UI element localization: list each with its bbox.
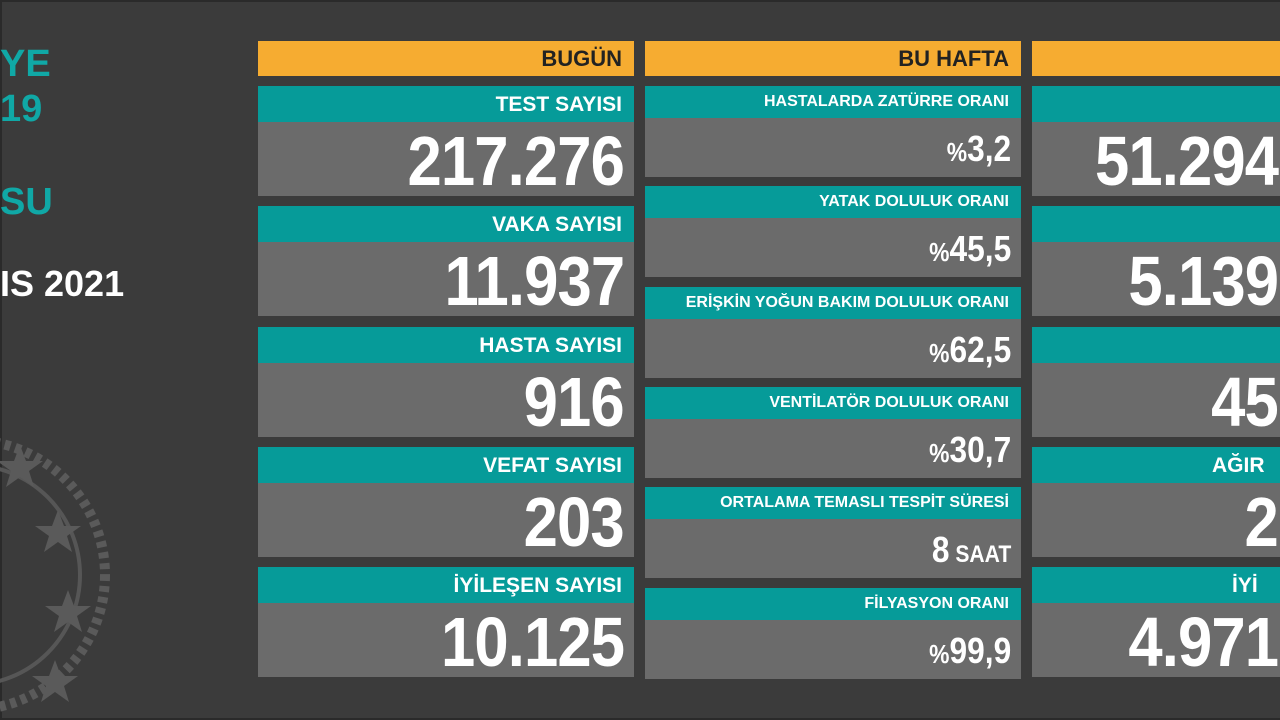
stat-label: VEFAT SAYISI [258,447,634,483]
stat-label: VAKA SAYISI [258,206,634,242]
total-card: 51.294 [1032,86,1280,200]
rate-value: 8 [931,529,950,570]
title-line-3: SU [0,181,53,223]
total-label: AĞIR [1032,447,1280,483]
rate-prefix: % [946,137,967,167]
rate-label: VENTİLATÖR DOLULUK ORANI [645,387,1021,419]
total-card: İYİ 4.971 [1032,567,1280,681]
rate-label: ORTALAMA TEMASLI TESPİT SÜRESİ [645,487,1021,519]
stat-value: 10.125 [440,603,625,681]
rate-label: FİLYASYON ORANI [645,588,1021,620]
rate-value: 30,7 [949,429,1011,470]
star-icon [35,510,81,552]
total-card: 5.139 [1032,206,1280,320]
rate-value: 62,5 [949,329,1011,370]
star-icon [45,590,91,632]
total-label [1032,206,1280,242]
stat-card-recovered: İYİLEŞEN SAYISI 10.125 [258,567,634,681]
week-header: BU HAFTA [645,41,1021,76]
total-label [1032,86,1280,122]
total-value: 45 [1211,363,1279,441]
rate-card: ORTALAMA TEMASLI TESPİT SÜRESİ 8 SAAT [645,487,1021,578]
star-icon [32,660,78,702]
stat-value: 916 [523,363,625,441]
total-value: 2 [1244,483,1279,561]
rate-prefix: % [928,639,950,669]
today-header: BUGÜN [258,41,634,76]
rate-prefix: % [928,338,950,368]
rate-card: FİLYASYON ORANI %99,9 [645,588,1021,679]
stat-card-deaths: VEFAT SAYISI 203 [258,447,634,561]
title-line-1: YE [0,43,51,85]
total-value: 51.294 [1094,122,1279,200]
rate-label: ERİŞKİN YOĞUN BAKIM DOLULUK ORANI [645,287,1021,319]
rate-card: HASTALARDA ZATÜRRE ORANI %3,2 [645,86,1021,177]
ministry-seal-logo [0,438,110,712]
stat-label: İYİLEŞEN SAYISI [258,567,634,603]
rate-card: YATAK DOLULUK ORANI %45,5 [645,186,1021,277]
stat-label: TEST SAYISI [258,86,634,122]
total-card: 45 [1032,327,1280,441]
rate-unit: SAAT [949,541,1011,568]
title-line-2: 19 [0,88,43,130]
week-column: BU HAFTA HASTALARDA ZATÜRRE ORANI %3,2 Y… [645,41,1021,681]
star-icon [0,445,43,487]
rate-value: 99,9 [949,630,1011,671]
stat-value: 217.276 [407,122,624,200]
total-value: 4.971 [1128,603,1279,681]
rate-value: 45,5 [949,228,1011,269]
today-column: BUGÜN TEST SAYISI 217.276 VAKA SAYISI 11… [258,41,634,681]
stat-label: HASTA SAYISI [258,327,634,363]
total-label [1032,327,1280,363]
rate-prefix: % [928,438,950,468]
rate-label: YATAK DOLULUK ORANI [645,186,1021,218]
rate-label: HASTALARDA ZATÜRRE ORANI [645,86,1021,118]
total-value: 5.139 [1128,242,1279,320]
rate-card: VENTİLATÖR DOLULUK ORANI %30,7 [645,387,1021,478]
rate-prefix: % [928,237,950,267]
total-header [1032,41,1280,76]
stat-card-cases: VAKA SAYISI 11.937 [258,206,634,320]
report-date: IS 2021 [0,263,125,304]
total-card: AĞIR 2 [1032,447,1280,561]
stat-card-patients: HASTA SAYISI 916 [258,327,634,441]
total-label: İYİ [1032,567,1280,603]
stat-value: 11.937 [444,242,625,320]
total-column: 51.294 5.139 45 AĞIR 2 İYİ 4.971 [1032,41,1280,681]
stat-value: 203 [523,483,625,561]
stat-card-test: TEST SAYISI 217.276 [258,86,634,200]
rate-value: 3,2 [966,128,1011,169]
rate-card: ERİŞKİN YOĞUN BAKIM DOLULUK ORANI %62,5 [645,287,1021,378]
